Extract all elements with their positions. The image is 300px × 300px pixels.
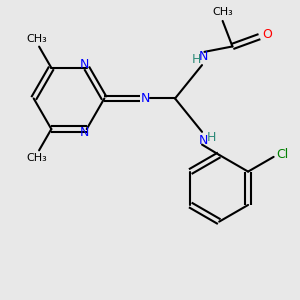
- Text: N: N: [80, 125, 89, 139]
- Text: N: N: [141, 92, 150, 105]
- Text: N: N: [198, 134, 208, 147]
- Text: H: H: [207, 131, 217, 144]
- Text: Cl: Cl: [276, 148, 289, 161]
- Text: O: O: [262, 28, 272, 41]
- Text: CH₃: CH₃: [26, 34, 47, 44]
- Text: N: N: [80, 58, 89, 71]
- Text: CH₃: CH₃: [26, 153, 47, 163]
- Text: N: N: [198, 50, 208, 63]
- Text: CH₃: CH₃: [212, 7, 233, 17]
- Text: H: H: [191, 53, 201, 66]
